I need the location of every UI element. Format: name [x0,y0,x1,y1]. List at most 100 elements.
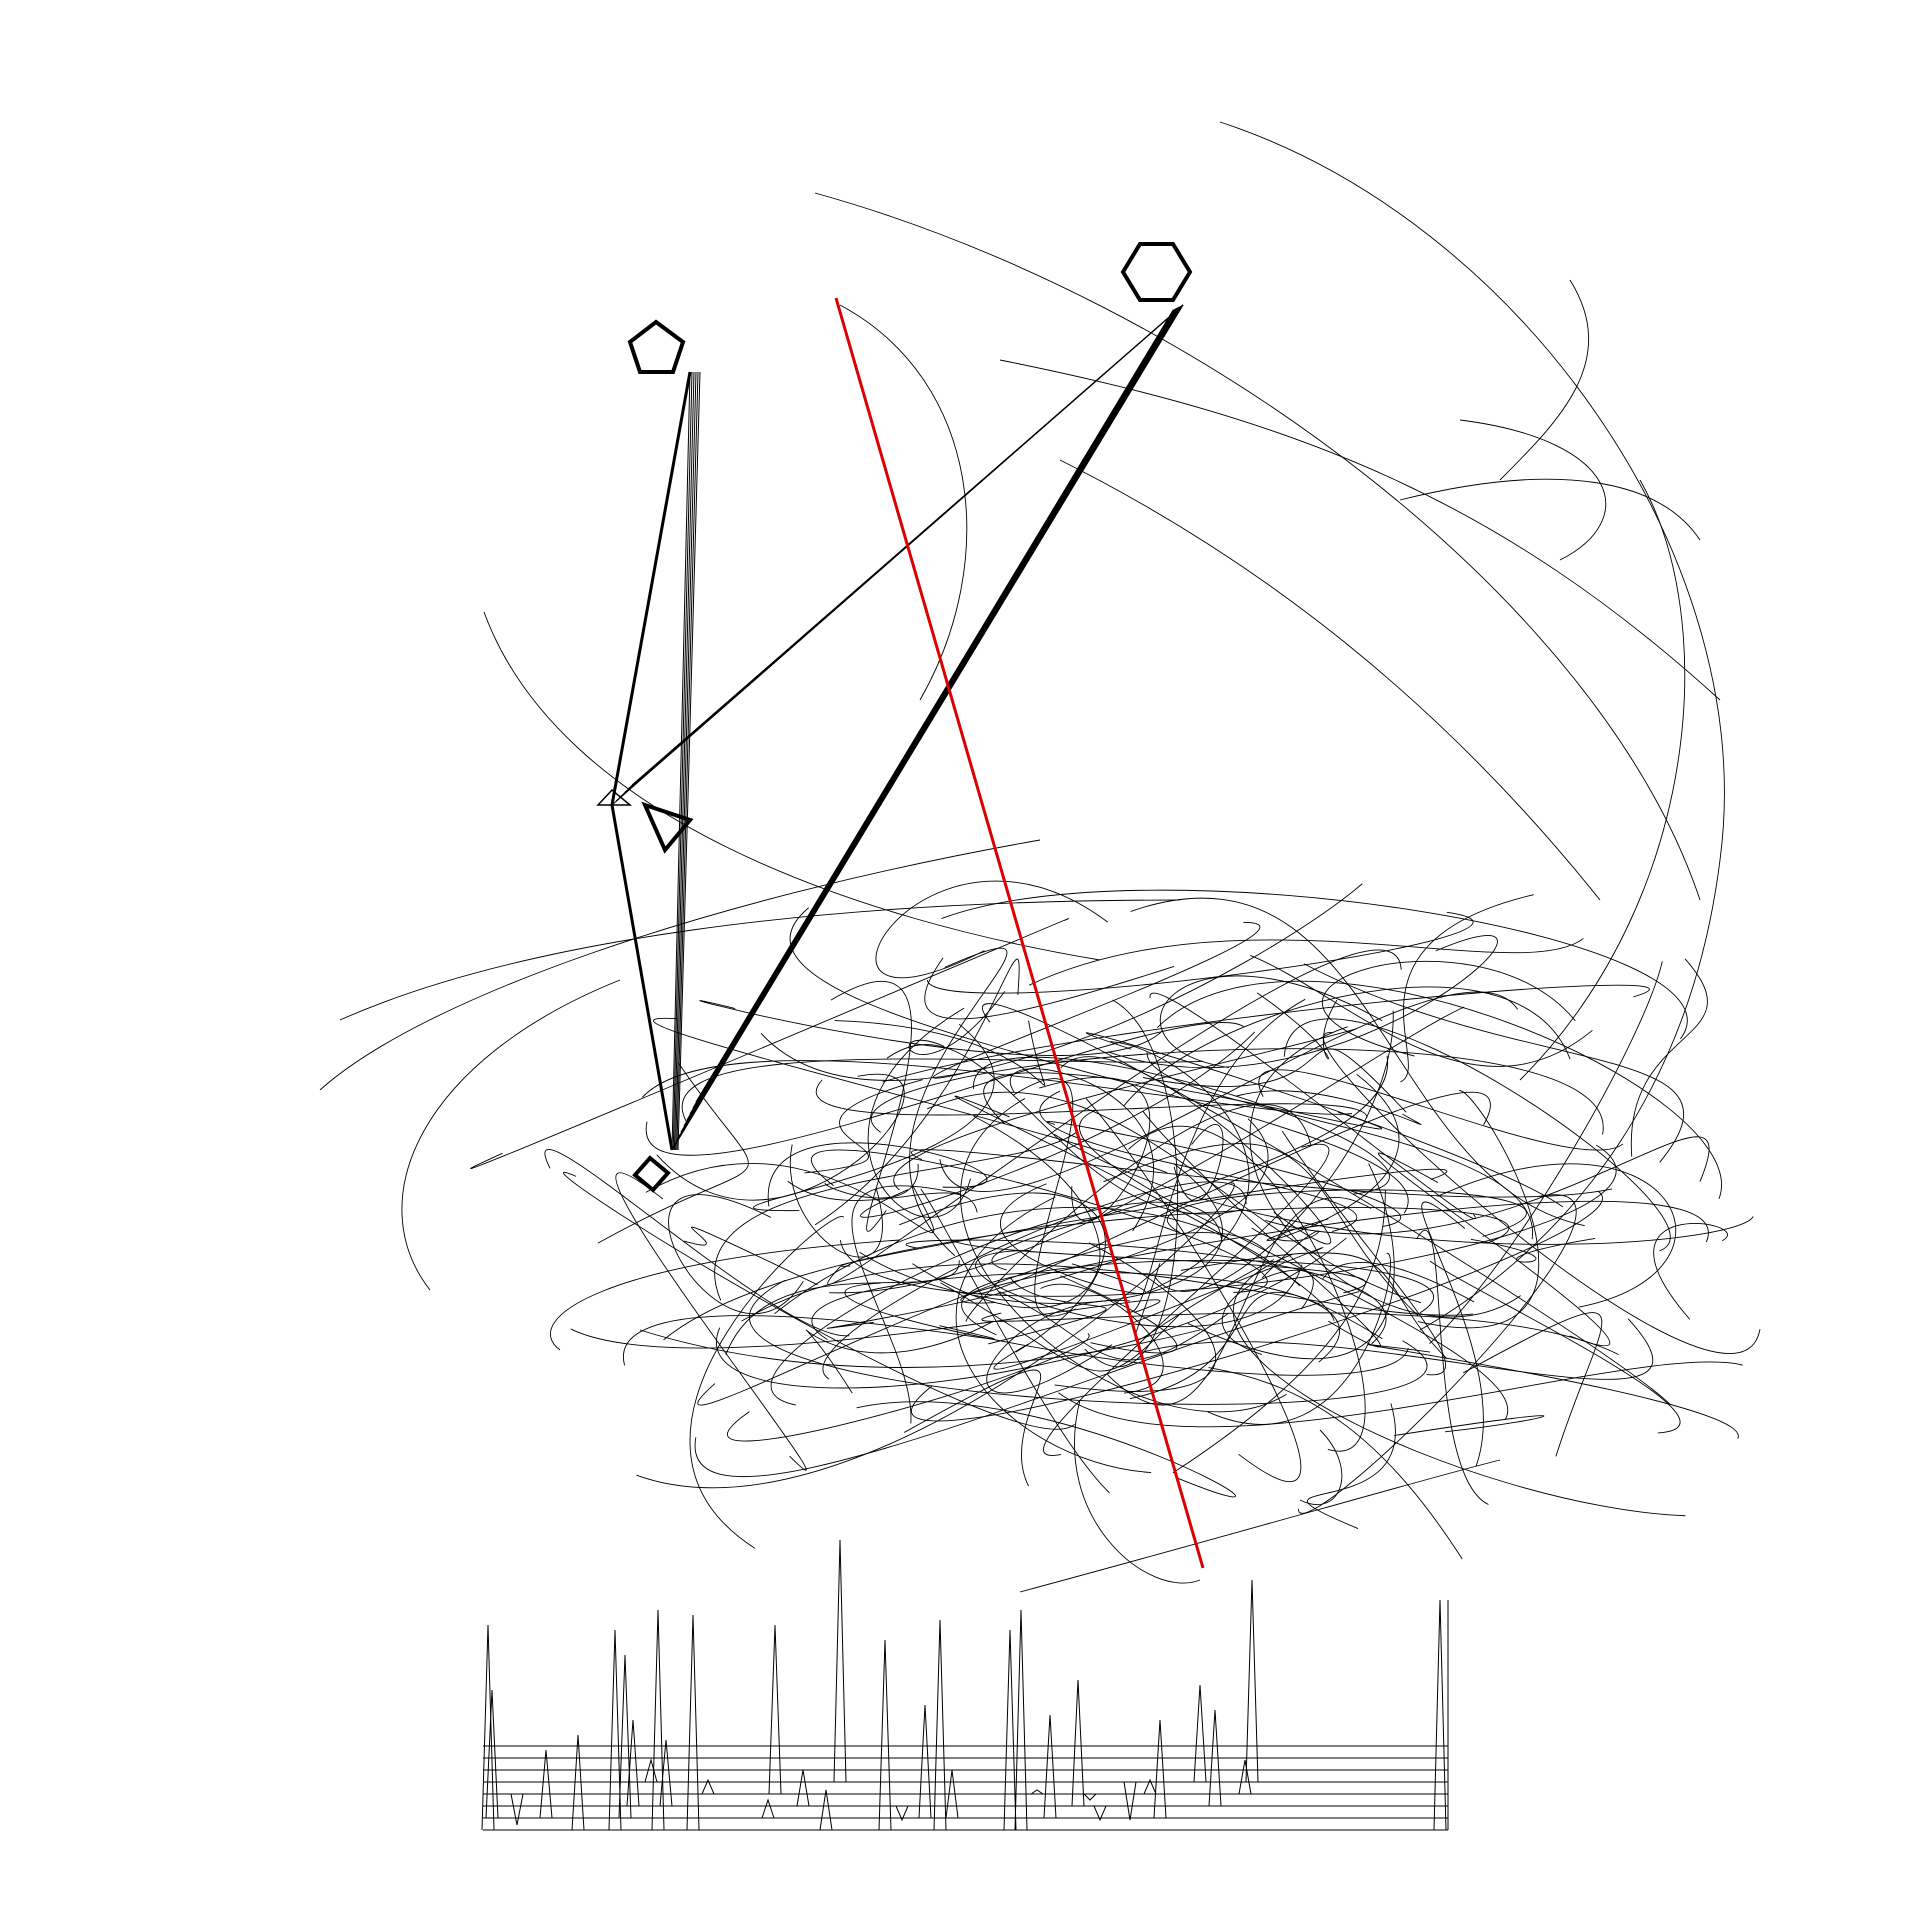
scribble-stroke [1142,1111,1381,1348]
spike [761,1798,775,1819]
scribble-stroke [753,1023,995,1212]
scribble-stroke [999,1291,1229,1361]
scribble-stroke [924,957,1175,1020]
scribble-stroke [770,1201,1223,1406]
scribble-stroke [932,921,1261,1079]
scribble-stroke [1085,1032,1564,1208]
spike [659,1739,673,1807]
spike [539,1749,553,1819]
scribble-stroke [1172,1190,1386,1474]
scribble-stroke [960,1200,1709,1304]
spike [1014,1609,1028,1831]
scribble-stroke [981,1312,1619,1356]
scribble-stroke [1297,1194,1577,1514]
scribble-stroke [636,1182,1235,1489]
orbit-arc [1074,1399,1201,1584]
scribble-stroke [1107,935,1498,1069]
spike [1083,1793,1097,1801]
scribble-stroke [961,1259,1434,1336]
scribble-stroke [1630,958,1708,1157]
orbit-arc [483,611,1101,961]
scribble-stroke [1322,1262,1475,1303]
spike [686,1614,700,1831]
scribble-stroke [939,991,1519,1192]
scribble-stroke [727,1333,1090,1442]
scribble-stroke [789,1144,883,1258]
orbit-arc [814,192,1701,901]
fan-line [677,371,701,1151]
scribble-stroke [1060,1056,1332,1245]
scribble-stroke [859,1163,1223,1304]
spike [618,1654,632,1819]
scribble-stroke [899,1192,1106,1353]
scribble-stroke [920,1188,1110,1494]
scribble-stroke [699,1000,1164,1056]
scribble-stroke [893,1028,1357,1191]
scribble-stroke [1232,1253,1686,1517]
scribble-stroke [827,949,1402,1285]
orbit-arc [999,359,1721,701]
scribble-stroke [1470,1238,1596,1263]
spike [945,1769,959,1819]
scribble-stroke [1653,1222,1728,1320]
orbit-arc [639,1329,1201,1368]
orbit-arc [401,979,621,1291]
spike [1030,1789,1044,1795]
scribble-stroke [1429,1260,1681,1434]
spike [918,1704,932,1819]
scribble-stroke [870,1048,1604,1135]
scribble-stroke [1437,1163,1677,1308]
scribble-stroke [867,1007,971,1218]
scribble-stroke [1187,1163,1395,1360]
scribble-stroke [697,1232,1270,1406]
scribble-stroke [1039,1090,1357,1233]
scribble-stroke [1058,1361,1743,1428]
scribble-stroke [1394,1415,1545,1437]
scribble-stroke [1079,1109,1509,1420]
orbit-arc [339,899,1181,1021]
spike [878,1639,892,1831]
scribble-stroke [748,1279,1428,1405]
scribble-stroke [1028,938,1584,986]
spike [768,1624,782,1795]
spike [485,1689,499,1819]
scribble-stroke [544,1149,850,1337]
scribble-stroke [860,1031,1256,1218]
scribble-stroke [811,1149,1268,1293]
scribble-stroke [822,1181,1247,1380]
spike [933,1619,947,1831]
scribble-stroke [926,911,1474,994]
fan-line [673,371,695,1151]
scribble-stroke [826,1118,1269,1329]
scribble-stroke [1000,1183,1147,1295]
fan-line [596,788,633,806]
triangle-marker [641,801,694,854]
scribble-stroke [941,889,1688,1040]
scribble-stroke [615,1172,807,1471]
scribble-stroke [663,1207,1510,1341]
scribble-stroke [1421,1201,1484,1467]
scribble-stroke [1323,1032,1761,1354]
spike [1153,1719,1167,1819]
scribble-stroke [856,1401,1236,1498]
scribble-stroke [882,984,1650,1083]
orbit-arc [1219,121,1725,1331]
scribble-stroke [904,1369,1042,1487]
scribble-stroke [668,1194,804,1315]
scribble-stroke [1128,1126,1366,1452]
scribble-stroke [1377,1152,1611,1347]
scribble-stroke [1429,961,1663,1344]
scribble-stroke [886,1044,1243,1215]
scribble-stroke [844,1282,1409,1376]
orbit-arc [1519,479,1686,1081]
scribble-stroke [623,1315,995,1366]
scribble-stroke [597,1061,749,1244]
spike [819,1789,833,1831]
spike [626,1719,640,1807]
spike [608,1629,622,1831]
scribble-stroke [716,1237,1347,1389]
scribble-stroke [1303,963,1684,1163]
diamond-marker [632,1155,671,1193]
scribble-stroke [787,1180,978,1213]
fan-lines-layer [596,304,1184,1151]
